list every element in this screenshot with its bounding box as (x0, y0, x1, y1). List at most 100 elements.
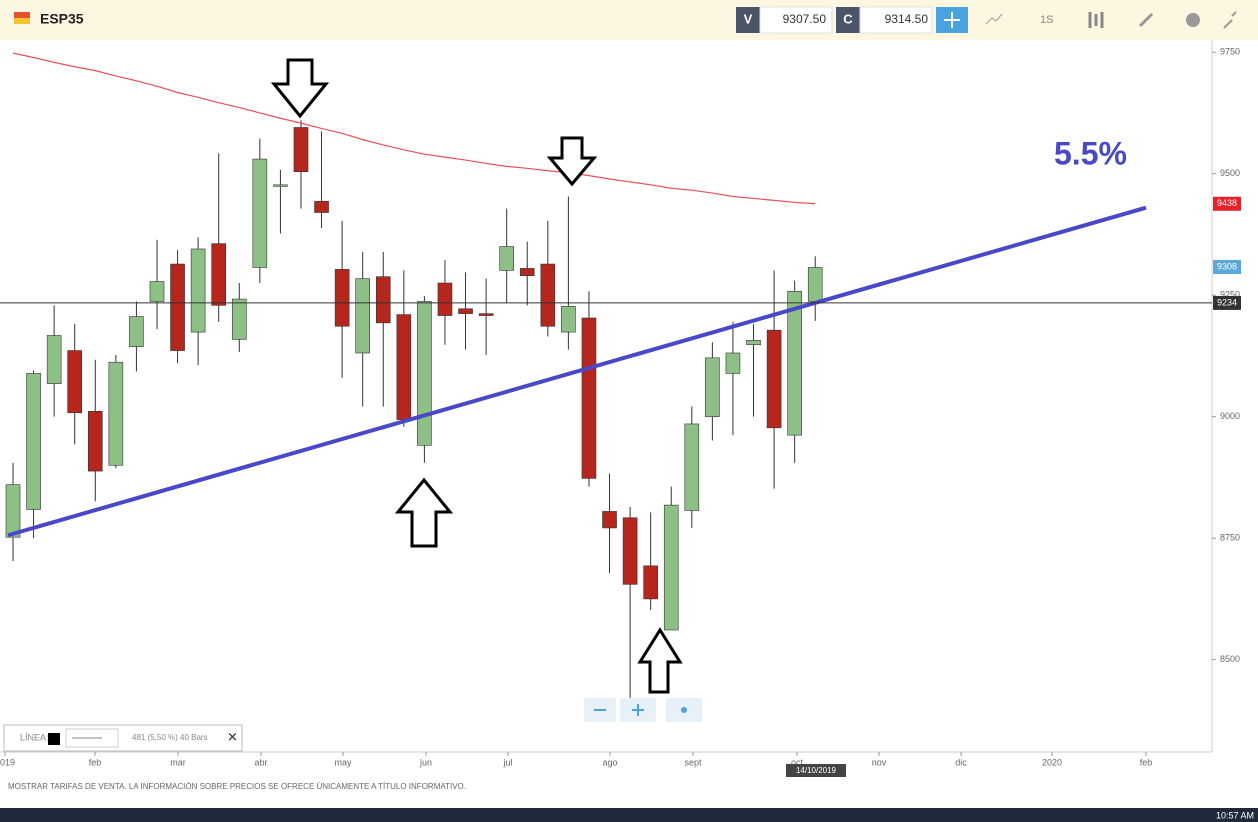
cursor-date-box (786, 764, 846, 777)
x-tick-label: abr (254, 757, 267, 767)
candle-body (129, 316, 144, 347)
buy-button[interactable] (836, 7, 860, 33)
cursor-date: 14/10/2019 (796, 766, 837, 775)
buy-label[interactable]: C (843, 11, 853, 26)
buy-price[interactable]: 9314.50 (885, 12, 929, 26)
candle-body (231, 298, 247, 340)
x-tick-label: jun (419, 757, 432, 767)
candle-body (684, 423, 700, 511)
taskbar (0, 808, 1258, 822)
candle-body (437, 282, 453, 316)
candle-body (273, 184, 288, 187)
candle-body (417, 301, 432, 446)
sell-price[interactable]: 9307.50 (783, 12, 827, 26)
x-tick-label: ago (602, 757, 617, 767)
candle-body (561, 306, 576, 333)
x-tick-label: sept (684, 757, 702, 767)
sell-box[interactable] (759, 6, 833, 34)
indicator-icon[interactable] (985, 13, 1003, 25)
candle-body (46, 335, 62, 384)
chart-type-icon[interactable] (1088, 12, 1104, 28)
collapse-icon[interactable] (1223, 11, 1237, 29)
flag-icon (14, 18, 30, 24)
trendline-label: 5.5% (1054, 135, 1127, 171)
draw-icon[interactable] (1138, 12, 1154, 28)
candle-body (766, 329, 782, 429)
x-tick-label: 2019 (0, 757, 15, 767)
x-tick-label: feb (89, 757, 102, 767)
candle-body (746, 340, 761, 346)
price-tag (1213, 196, 1241, 211)
candle-body (663, 504, 679, 631)
candle-body (478, 313, 494, 316)
candle-body (211, 243, 226, 306)
clock: 10:57 AM (1216, 810, 1254, 820)
candle-body (622, 517, 638, 585)
disclaimer: MOSTRAR TARIFAS DE VENTA. LA INFORMACIÓN… (8, 782, 466, 791)
candle-body (334, 269, 350, 327)
candle-body (581, 317, 597, 479)
crosshair-icon (944, 12, 960, 28)
sell-button[interactable] (736, 7, 760, 33)
plot (0, 52, 1212, 703)
x-tick-label: 2020 (1042, 757, 1062, 767)
settings-icon[interactable] (1186, 13, 1200, 27)
candle-body (643, 565, 658, 600)
candle-body (396, 314, 412, 420)
candle-body (87, 411, 103, 472)
toolbar-bg (0, 0, 1258, 40)
y-tick-label: 9500 (1220, 168, 1240, 178)
sell-label[interactable]: V (744, 11, 753, 26)
candle-body (5, 484, 21, 538)
candle-body (725, 352, 741, 374)
y-tick-label: 8500 (1220, 654, 1240, 664)
x-tick-label: jul (502, 757, 512, 767)
price-tag-label: 9438 (1217, 198, 1237, 208)
candle-body (375, 276, 391, 324)
candle-body (252, 158, 268, 268)
candle-body (67, 350, 83, 414)
candle-body (170, 263, 185, 351)
x-tick-label: dic (955, 757, 967, 767)
flag-icon (14, 12, 30, 18)
y-tick-label: 9250 (1220, 290, 1240, 300)
y-tick-label: 9000 (1220, 411, 1240, 421)
line-color[interactable] (48, 733, 60, 745)
trendline (7, 205, 1147, 538)
overlay: 5.5% (1054, 135, 1127, 171)
buy-box[interactable] (859, 6, 933, 34)
line-label: LÍNEA: (20, 732, 49, 742)
candle-body (519, 268, 535, 277)
x-tick-label: may (334, 757, 352, 767)
symbol[interactable]: ESP35 (40, 11, 84, 27)
price-tag-label: 9234 (1217, 297, 1237, 307)
candle-body (787, 290, 802, 436)
candle-body (108, 361, 124, 466)
price-tag (1213, 295, 1241, 310)
close-panel[interactable]: ✕ (227, 729, 238, 744)
x-tick-label: mar (170, 757, 186, 767)
candle-body (149, 281, 165, 302)
y-tick-label: 8750 (1220, 533, 1240, 543)
candle-body (499, 246, 514, 271)
moving-average (12, 52, 816, 205)
price-tag (1213, 259, 1241, 274)
candle-body (293, 127, 309, 173)
candle-body (458, 308, 473, 314)
zoom-in-icon (632, 704, 644, 716)
candle-body (807, 267, 823, 302)
candle-body (705, 357, 720, 417)
candle-body (602, 511, 617, 529)
candle-body (540, 263, 556, 327)
x-tick-label: feb (1140, 757, 1153, 767)
arrows (270, 58, 683, 694)
line-measure: 481 (5,50 %) 40 Bars (132, 733, 208, 742)
candle-body (26, 373, 41, 510)
share-icon (681, 707, 687, 713)
line-panel (3, 724, 243, 752)
price-tag-label: 9308 (1217, 261, 1237, 271)
chart-bg (0, 40, 1258, 808)
x-tick-label: nov (872, 757, 887, 767)
timeframe[interactable]: 1S (1040, 14, 1053, 26)
